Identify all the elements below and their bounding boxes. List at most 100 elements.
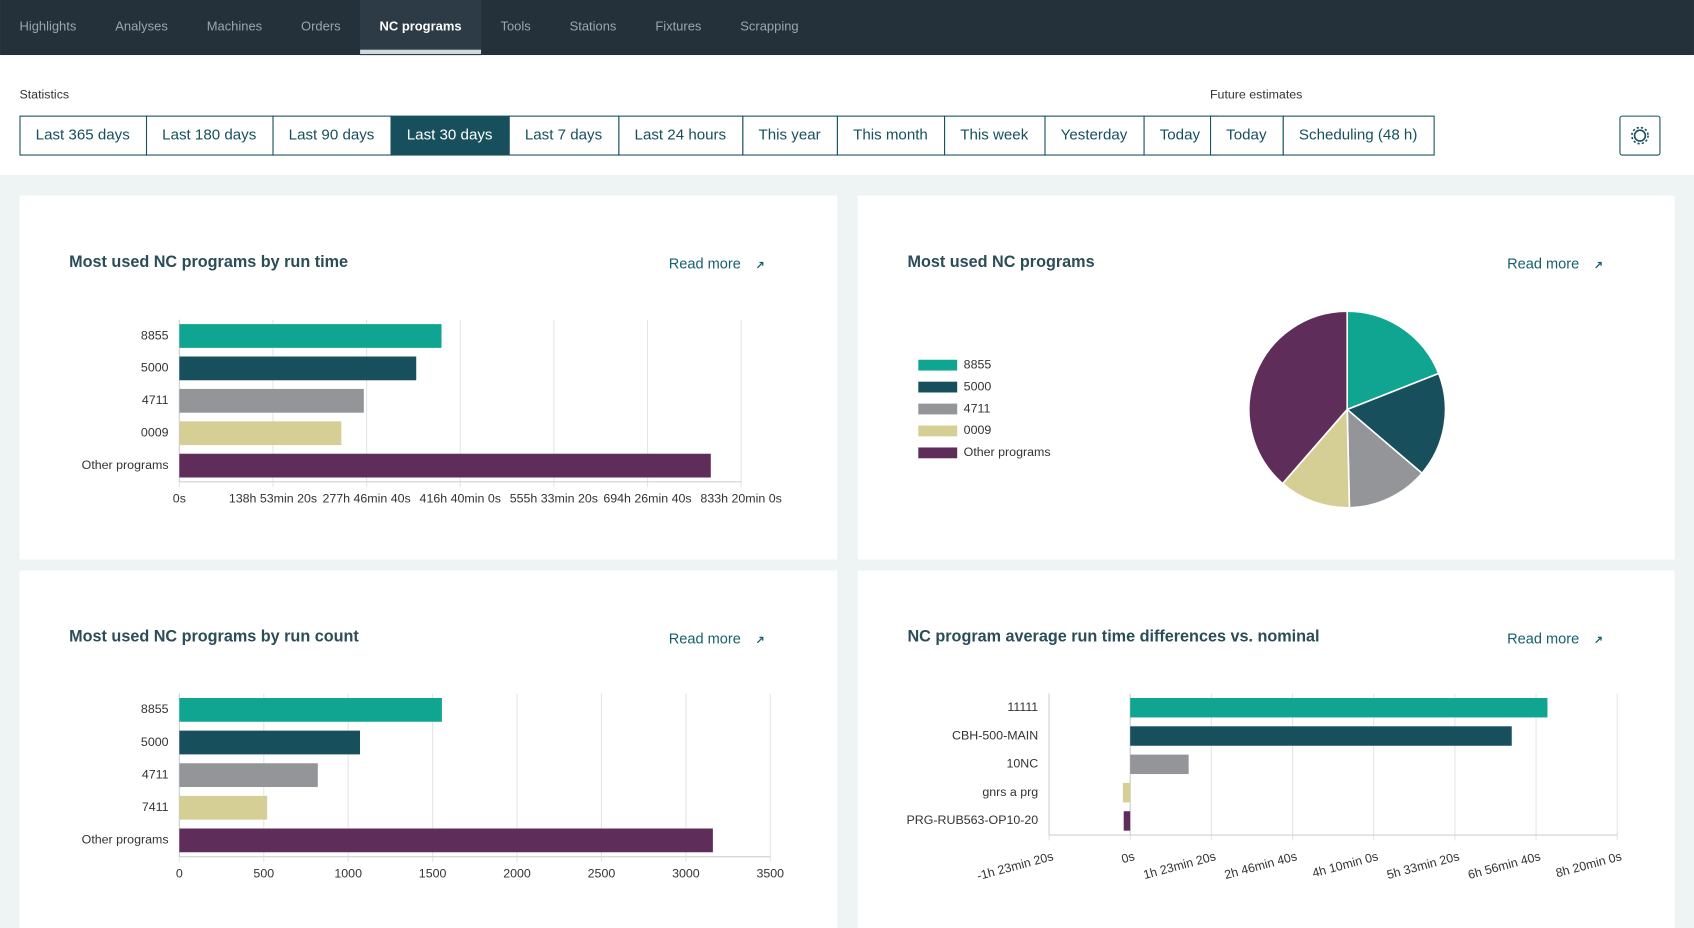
read-more-link[interactable]: Read more <box>1507 257 1602 273</box>
range-button[interactable]: Last 90 days <box>272 115 392 156</box>
bar <box>1123 811 1131 831</box>
nav-tab[interactable]: Highlights <box>0 0 96 55</box>
button-label: This year <box>759 127 821 144</box>
x-tick-label: 0s <box>173 491 186 505</box>
range-button[interactable]: Today <box>1143 115 1218 156</box>
bar <box>179 421 342 446</box>
card <box>19 195 838 560</box>
tab-label: Highlights <box>19 18 76 33</box>
read-more: Read more <box>669 257 741 273</box>
x-tick-label: 3500 <box>756 866 784 880</box>
card-title: Most used NC programs <box>907 253 1094 271</box>
nav-tab[interactable]: Scrapping <box>721 0 818 55</box>
x-tick-label: 138h 53min 20s <box>229 491 317 505</box>
read-more-link[interactable]: Read more <box>669 257 764 273</box>
legend-swatch <box>918 359 958 371</box>
button-bg <box>1143 115 1218 156</box>
range-button[interactable]: This week <box>944 115 1046 156</box>
bar <box>179 828 713 853</box>
nav-tab[interactable]: Machines <box>187 0 281 55</box>
button-label: Yesterday <box>1061 127 1128 144</box>
category-label: gnrs a prg <box>982 785 1038 799</box>
x-tick-label: 1500 <box>419 866 447 880</box>
button-label: This week <box>960 127 1028 144</box>
x-tick-label: 694h 26min 40s <box>603 491 691 505</box>
category-label: 8855 <box>141 328 169 342</box>
legend-swatch <box>918 447 958 459</box>
button-label: Scheduling (48 h) <box>1299 127 1417 144</box>
category-label: 7411 <box>142 800 169 814</box>
tab-label: NC programs <box>380 18 462 33</box>
legend-swatch <box>918 403 958 415</box>
range-button[interactable]: Last 24 hours <box>618 115 744 156</box>
nav-tab[interactable]: Fixtures <box>636 0 721 55</box>
read-more: Read more <box>1507 631 1579 647</box>
range-button[interactable]: Yesterday <box>1044 115 1145 156</box>
legend-label: 0009 <box>964 423 992 437</box>
bar <box>179 388 364 413</box>
nav-tab[interactable]: Stations <box>550 0 636 55</box>
button-label: Last 7 days <box>525 127 603 144</box>
x-tick-label: 500 <box>253 866 274 880</box>
range-button[interactable]: Last 180 days <box>145 115 274 156</box>
card <box>857 570 1675 928</box>
read-more: Read more <box>1507 257 1579 273</box>
tab-label: Fixtures <box>655 18 702 33</box>
settings-button[interactable] <box>1619 115 1661 156</box>
range-button[interactable]: Last 30 days <box>390 115 510 156</box>
range-button[interactable]: Scheduling (48 h) <box>1282 115 1435 156</box>
filter-bar <box>0 55 1694 176</box>
button-label: This month <box>853 127 928 144</box>
card <box>19 570 838 928</box>
button-label: Today <box>1226 127 1267 144</box>
x-tick-label: 2500 <box>588 866 616 880</box>
x-tick-label: 0 <box>176 866 183 880</box>
tab-label: Tools <box>500 18 531 33</box>
legend-swatch <box>918 425 958 437</box>
bar <box>179 697 442 722</box>
nav-tab[interactable]: Tools <box>481 0 550 55</box>
read-more-link[interactable]: Read more <box>669 631 764 647</box>
button-label: Last 30 days <box>407 127 493 144</box>
statistics-label: Statistics <box>19 87 69 101</box>
read-more-link[interactable]: Read more <box>1507 631 1602 647</box>
future-label: Future estimates <box>1210 87 1302 101</box>
link-arrow <box>1595 636 1602 644</box>
range-button[interactable]: This year <box>742 115 838 156</box>
card-title: NC program average run time differences … <box>907 628 1319 646</box>
nav-tab[interactable]: Analyses <box>96 0 187 55</box>
bar <box>1130 726 1512 746</box>
bar <box>179 356 417 381</box>
x-tick-label: 833h 20min 0s <box>700 491 781 505</box>
range-button[interactable]: Today <box>1209 115 1284 156</box>
range-button[interactable]: Last 7 days <box>508 115 620 156</box>
category-label: PRG-RUB563-OP10-20 <box>907 813 1039 827</box>
category-label: 10NC <box>1006 757 1038 771</box>
tab-label: Scrapping <box>740 18 798 33</box>
legend-label: 8855 <box>964 357 992 371</box>
category-label: 0009 <box>141 425 169 439</box>
button-label: Last 24 hours <box>635 127 727 144</box>
tab-indicator <box>360 49 482 55</box>
bar <box>179 324 442 348</box>
nav-tab[interactable]: NC programs <box>360 0 482 56</box>
button-bg <box>508 115 620 156</box>
x-tick-label: 277h 46min 40s <box>322 491 410 505</box>
category-label: 5000 <box>141 735 169 749</box>
button-label: Last 90 days <box>289 127 375 144</box>
legend-label: Other programs <box>964 445 1051 459</box>
nav-bar <box>0 0 1694 56</box>
range-button[interactable]: Last 365 days <box>19 115 148 156</box>
x-tick-label: 555h 33min 20s <box>510 491 598 505</box>
tab-label: Orders <box>301 18 341 33</box>
range-button[interactable]: This month <box>836 115 946 156</box>
legend-label: 4711 <box>964 401 991 415</box>
button-bg <box>1044 115 1145 156</box>
x-tick-label: 1000 <box>334 866 362 880</box>
nav-tab[interactable]: Orders <box>282 0 360 55</box>
card-title: Most used NC programs by run count <box>69 628 359 646</box>
bar <box>179 795 268 820</box>
button-bg <box>944 115 1046 156</box>
